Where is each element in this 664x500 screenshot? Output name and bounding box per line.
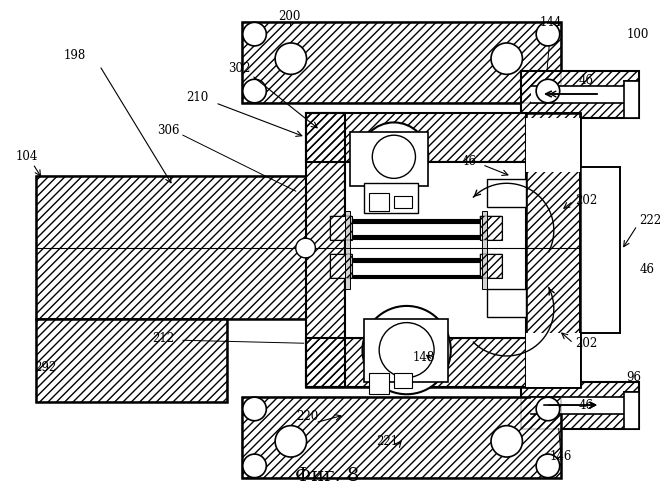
Text: 202: 202 [576,336,598,349]
Bar [305,338,527,388]
Bar [242,397,560,477]
Bar [527,112,580,388]
Circle shape [243,80,266,103]
Bar [487,180,527,207]
Bar [365,318,448,382]
Circle shape [359,122,428,191]
Bar [521,72,639,118]
Bar [36,318,227,402]
Bar [353,258,482,262]
Text: 202: 202 [576,194,598,207]
Bar [242,22,560,103]
Bar [365,184,418,212]
Bar [305,112,345,388]
Bar [36,318,227,402]
Text: 306: 306 [157,124,179,137]
Bar [482,248,487,289]
Text: 146: 146 [550,450,572,462]
Circle shape [363,306,451,394]
Bar [521,72,639,118]
Circle shape [491,426,523,457]
Bar [353,218,482,222]
Bar [305,112,580,388]
Text: 96: 96 [626,371,641,384]
Bar [480,216,502,240]
Text: 46: 46 [579,74,594,86]
Bar [527,118,580,172]
Bar [350,132,428,186]
Bar [305,338,527,388]
Bar [305,112,345,388]
Bar [531,397,627,414]
Bar [305,112,527,162]
Circle shape [536,397,560,420]
Bar [369,372,389,394]
Bar [369,193,389,211]
Bar [480,254,502,278]
Bar [36,176,305,318]
Text: 144: 144 [540,16,562,29]
Bar [527,334,580,388]
Bar [330,216,352,240]
Bar [487,289,527,316]
Bar [345,162,527,338]
Circle shape [243,454,266,477]
Circle shape [491,43,523,74]
Text: 100: 100 [626,28,649,40]
Bar [305,112,527,162]
Circle shape [536,454,560,477]
Text: 210: 210 [187,92,208,104]
Circle shape [275,43,307,74]
Bar [330,254,352,278]
Circle shape [373,135,416,178]
Bar [624,81,639,118]
Bar [305,112,527,162]
Text: 222: 222 [639,214,661,227]
Circle shape [536,22,560,46]
Bar [345,211,350,250]
Circle shape [243,22,266,46]
Text: 198: 198 [64,49,86,62]
Bar [330,216,352,240]
Bar [36,176,305,318]
Bar [353,236,482,239]
Bar [521,382,639,428]
Bar [624,392,639,428]
Circle shape [536,80,560,103]
Bar [480,254,502,278]
Text: 200: 200 [279,10,301,23]
Text: 46: 46 [462,155,477,168]
Circle shape [275,426,307,457]
Bar [527,112,580,388]
Bar [305,112,345,388]
Text: 46: 46 [579,398,594,411]
Text: 302: 302 [228,62,250,75]
Circle shape [295,238,315,258]
Bar [480,216,502,240]
Bar [527,112,580,388]
Bar [394,372,412,388]
Text: 148: 148 [412,352,434,364]
Text: Фиг. 8: Фиг. 8 [295,466,359,484]
Text: 212: 212 [152,332,175,345]
Bar [531,86,627,103]
Bar [394,196,412,208]
Bar [353,274,482,278]
Text: 104: 104 [16,150,38,164]
Bar [345,248,350,289]
Text: 292: 292 [35,361,56,374]
Bar [330,254,352,278]
Bar [521,382,639,428]
Text: 220: 220 [296,410,319,424]
Text: 46: 46 [639,263,654,276]
Bar [482,211,487,250]
Text: 221: 221 [376,435,398,448]
Bar [580,166,620,334]
Bar [242,22,560,103]
Bar [242,397,560,477]
Circle shape [379,322,434,378]
Circle shape [243,397,266,420]
Bar [305,338,527,388]
